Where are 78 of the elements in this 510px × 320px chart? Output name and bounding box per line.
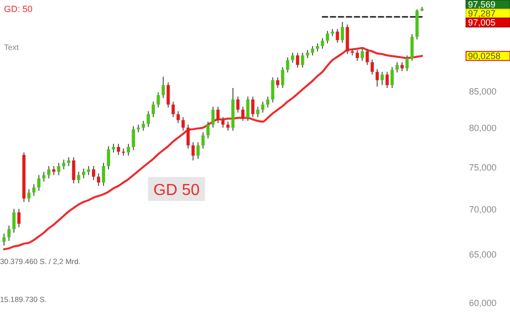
candlestick [241, 106, 244, 122]
y-tick-label: 70,000 [469, 204, 497, 214]
candlestick [27, 188, 30, 202]
y-tick-label: 85,000 [469, 86, 497, 96]
candlestick [281, 66, 284, 88]
candlestick [206, 121, 210, 139]
candlestick [152, 101, 155, 118]
text: 97,569 [468, 0, 496, 10]
candlestick [172, 101, 175, 118]
candlestick [142, 120, 145, 132]
candlestick [12, 208, 16, 234]
candlestick [166, 82, 170, 108]
y-tick-label: 75,000 [469, 162, 497, 172]
candlestick [320, 38, 324, 50]
candlestick [146, 110, 150, 128]
candlestick [42, 171, 46, 182]
candlestick [162, 76, 165, 99]
candlestick [72, 156, 76, 184]
candlestick [410, 34, 414, 62]
candlestick [57, 162, 60, 176]
candlestick [47, 166, 50, 179]
chart-title: GD: 50 [4, 4, 33, 14]
candlestick [156, 92, 160, 108]
candlestick [102, 162, 106, 186]
y-tick-label: 60,000 [469, 298, 497, 308]
text: 97,287 [468, 8, 496, 19]
candlestick [296, 52, 300, 68]
candlestick [256, 106, 260, 118]
candlestick [182, 116, 185, 132]
candlestick [17, 208, 21, 228]
candlestick [96, 172, 100, 186]
candlestick [106, 146, 110, 170]
candlestick [191, 142, 195, 161]
candlestick [310, 46, 314, 56]
candlestick [386, 71, 389, 88]
candlestick [261, 101, 264, 114]
series-label: GD 50 [153, 182, 200, 199]
y-tick-label: 65,000 [469, 249, 497, 260]
candlestick [405, 54, 409, 72]
text: 97,005 [468, 18, 496, 28]
candlestick [32, 184, 36, 196]
candlestick [300, 52, 304, 68]
candlestick [251, 96, 254, 118]
candlestick [77, 171, 80, 184]
candlestick [236, 96, 240, 114]
candlestick [176, 110, 180, 124]
candlestick [37, 174, 40, 192]
candlestick [271, 76, 274, 103]
candlestick [201, 132, 205, 150]
candlestick [356, 50, 359, 62]
candlestick [376, 68, 379, 88]
candlestick [216, 106, 220, 124]
text: 90,0258 [468, 51, 501, 62]
candlestick [196, 142, 200, 160]
y-tick-label: 80,000 [469, 123, 497, 134]
candlestick [186, 124, 190, 150]
candlestick [132, 126, 135, 151]
candlestick [7, 225, 11, 242]
candlestick [246, 96, 250, 122]
candlestick [336, 28, 340, 44]
candlestick [126, 143, 130, 156]
candlestick [366, 48, 369, 66]
candlestick [266, 96, 270, 108]
candlestick [62, 159, 66, 170]
candlestick [221, 116, 225, 128]
candlestick [211, 106, 215, 128]
candlestick [380, 71, 384, 86]
candlestick [360, 48, 364, 62]
candlestick [276, 76, 280, 88]
candlestick [390, 66, 394, 88]
text: Text [4, 43, 20, 52]
candlestick [116, 143, 120, 156]
candlestick [286, 56, 290, 74]
candlestick [326, 30, 330, 44]
candlestick [226, 121, 230, 132]
candlestick [2, 233, 6, 246]
candlestick [340, 21, 344, 44]
candlestick [370, 58, 374, 76]
